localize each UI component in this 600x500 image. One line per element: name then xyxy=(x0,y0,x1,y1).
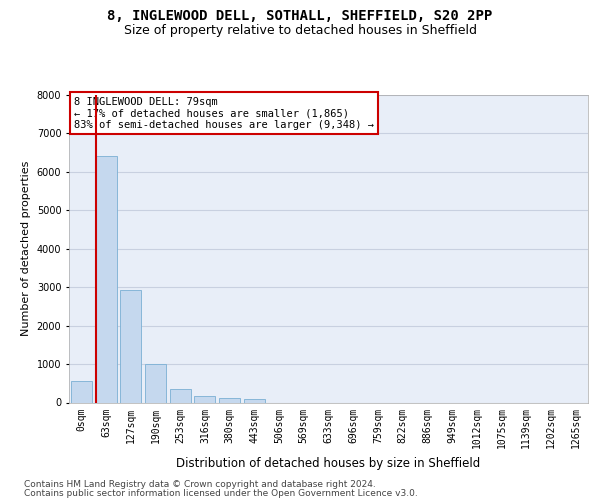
Text: 8 INGLEWOOD DELL: 79sqm
← 17% of detached houses are smaller (1,865)
83% of semi: 8 INGLEWOOD DELL: 79sqm ← 17% of detache… xyxy=(74,96,374,130)
Y-axis label: Number of detached properties: Number of detached properties xyxy=(21,161,31,336)
Text: Contains HM Land Registry data © Crown copyright and database right 2024.: Contains HM Land Registry data © Crown c… xyxy=(24,480,376,489)
Bar xyxy=(219,398,240,402)
Bar xyxy=(95,156,116,402)
Bar xyxy=(194,396,215,402)
Bar xyxy=(145,364,166,403)
Bar xyxy=(120,290,141,403)
Bar xyxy=(244,399,265,402)
Text: 8, INGLEWOOD DELL, SOTHALL, SHEFFIELD, S20 2PP: 8, INGLEWOOD DELL, SOTHALL, SHEFFIELD, S… xyxy=(107,9,493,23)
X-axis label: Distribution of detached houses by size in Sheffield: Distribution of detached houses by size … xyxy=(176,457,481,470)
Bar xyxy=(170,388,191,402)
Text: Contains public sector information licensed under the Open Government Licence v3: Contains public sector information licen… xyxy=(24,488,418,498)
Bar xyxy=(71,380,92,402)
Text: Size of property relative to detached houses in Sheffield: Size of property relative to detached ho… xyxy=(124,24,476,37)
